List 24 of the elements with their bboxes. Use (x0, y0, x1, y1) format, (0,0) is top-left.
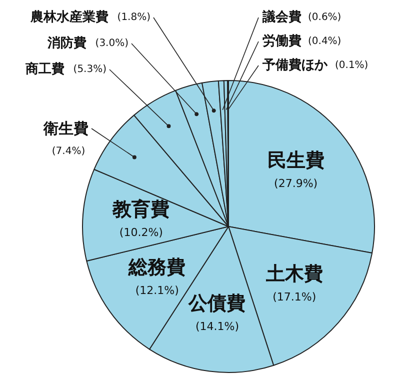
data-label: (0.1%) (335, 60, 368, 71)
slice-label: 衛生費 (42, 120, 88, 138)
data-label: (7.4%) (52, 146, 86, 157)
slice-label: 議会費 (262, 9, 302, 25)
slice-label: 消防費 (46, 35, 87, 51)
slice-label: 労働費 (262, 33, 302, 49)
slice-label: 農林水産業費 (30, 9, 109, 25)
slice-label: 土木費 (264, 263, 323, 286)
slice-label: 総務費 (128, 256, 186, 278)
data-label: (17.1%) (272, 290, 316, 304)
data-label: (3.0%) (95, 38, 129, 49)
data-label: (12.1%) (135, 284, 179, 297)
data-label: (10.2%) (119, 226, 163, 239)
slice-label: 予備費ほか (262, 58, 328, 73)
data-label: (5.3%) (73, 64, 107, 75)
slice-label: 民生費 (267, 149, 324, 172)
data-label: (27.9%) (274, 176, 318, 190)
slice-label: 商工費 (24, 61, 65, 77)
data-label: (0.4%) (308, 36, 342, 47)
slice-label: 公債費 (188, 292, 246, 314)
data-label: (1.8%) (117, 12, 151, 23)
slice-label: 教育費 (112, 198, 170, 220)
data-label: (14.1%) (195, 320, 240, 333)
data-label: (0.6%) (308, 12, 342, 23)
